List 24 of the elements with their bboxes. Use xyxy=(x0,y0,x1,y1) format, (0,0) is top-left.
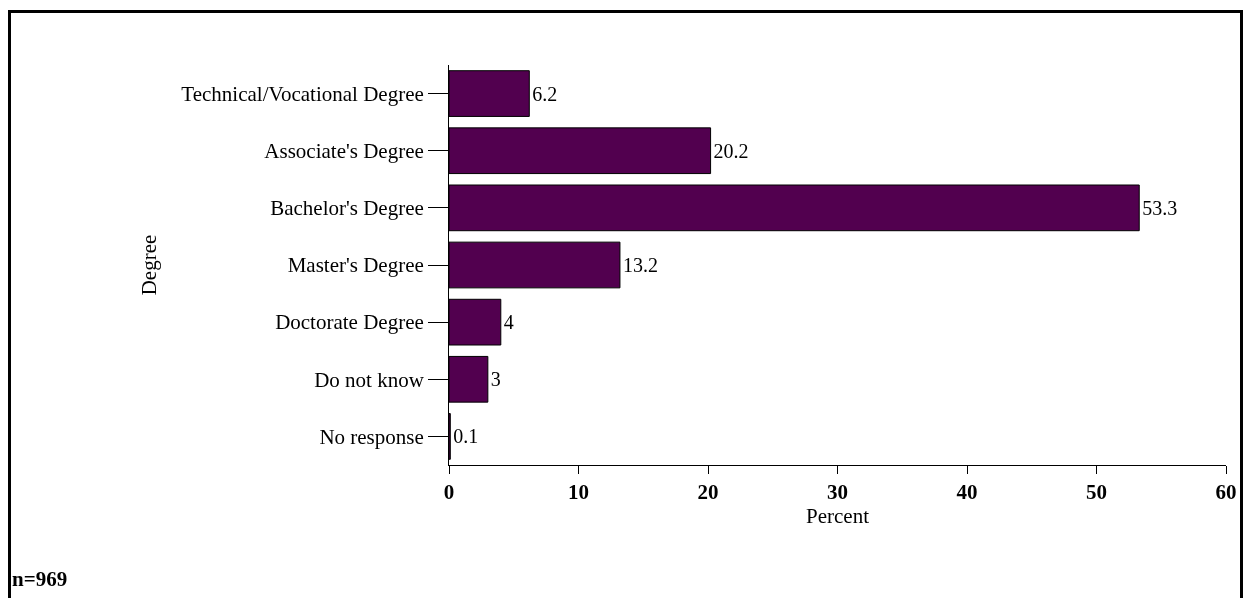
x-tick-label: 40 xyxy=(956,480,978,505)
data-label: 20.2 xyxy=(713,139,749,162)
data-label: 6.2 xyxy=(532,82,558,105)
y-axis-title: Degree xyxy=(137,234,162,296)
x-tick-label: 60 xyxy=(1215,480,1237,505)
y-tick-label: No response xyxy=(319,424,424,449)
y-tick-label: Technical/Vocational Degree xyxy=(181,81,424,106)
data-label: 53.3 xyxy=(1142,196,1178,219)
y-tick-label: Do not know xyxy=(314,367,425,392)
data-label: 13.2 xyxy=(622,254,658,276)
x-tick-label: 20 xyxy=(697,480,719,505)
text: n=969 xyxy=(12,567,68,591)
x-tick-label: 0 xyxy=(443,480,455,505)
data-label: 4 xyxy=(503,311,514,334)
y-tick-label: Associate's Degree xyxy=(264,139,424,164)
x-axis-title: Percent xyxy=(806,504,870,529)
x-tick-label: 30 xyxy=(827,480,848,505)
data-label: 0.1 xyxy=(453,425,479,448)
y-tick-label: Bachelor's Degree xyxy=(270,196,424,221)
x-tick-label: 50 xyxy=(1086,480,1107,505)
x-tick-label: 10 xyxy=(568,480,589,505)
y-tick-label: Doctorate Degree xyxy=(275,310,424,335)
y-tick-label: Master's Degree xyxy=(287,253,424,278)
data-label: 3 xyxy=(490,368,501,391)
